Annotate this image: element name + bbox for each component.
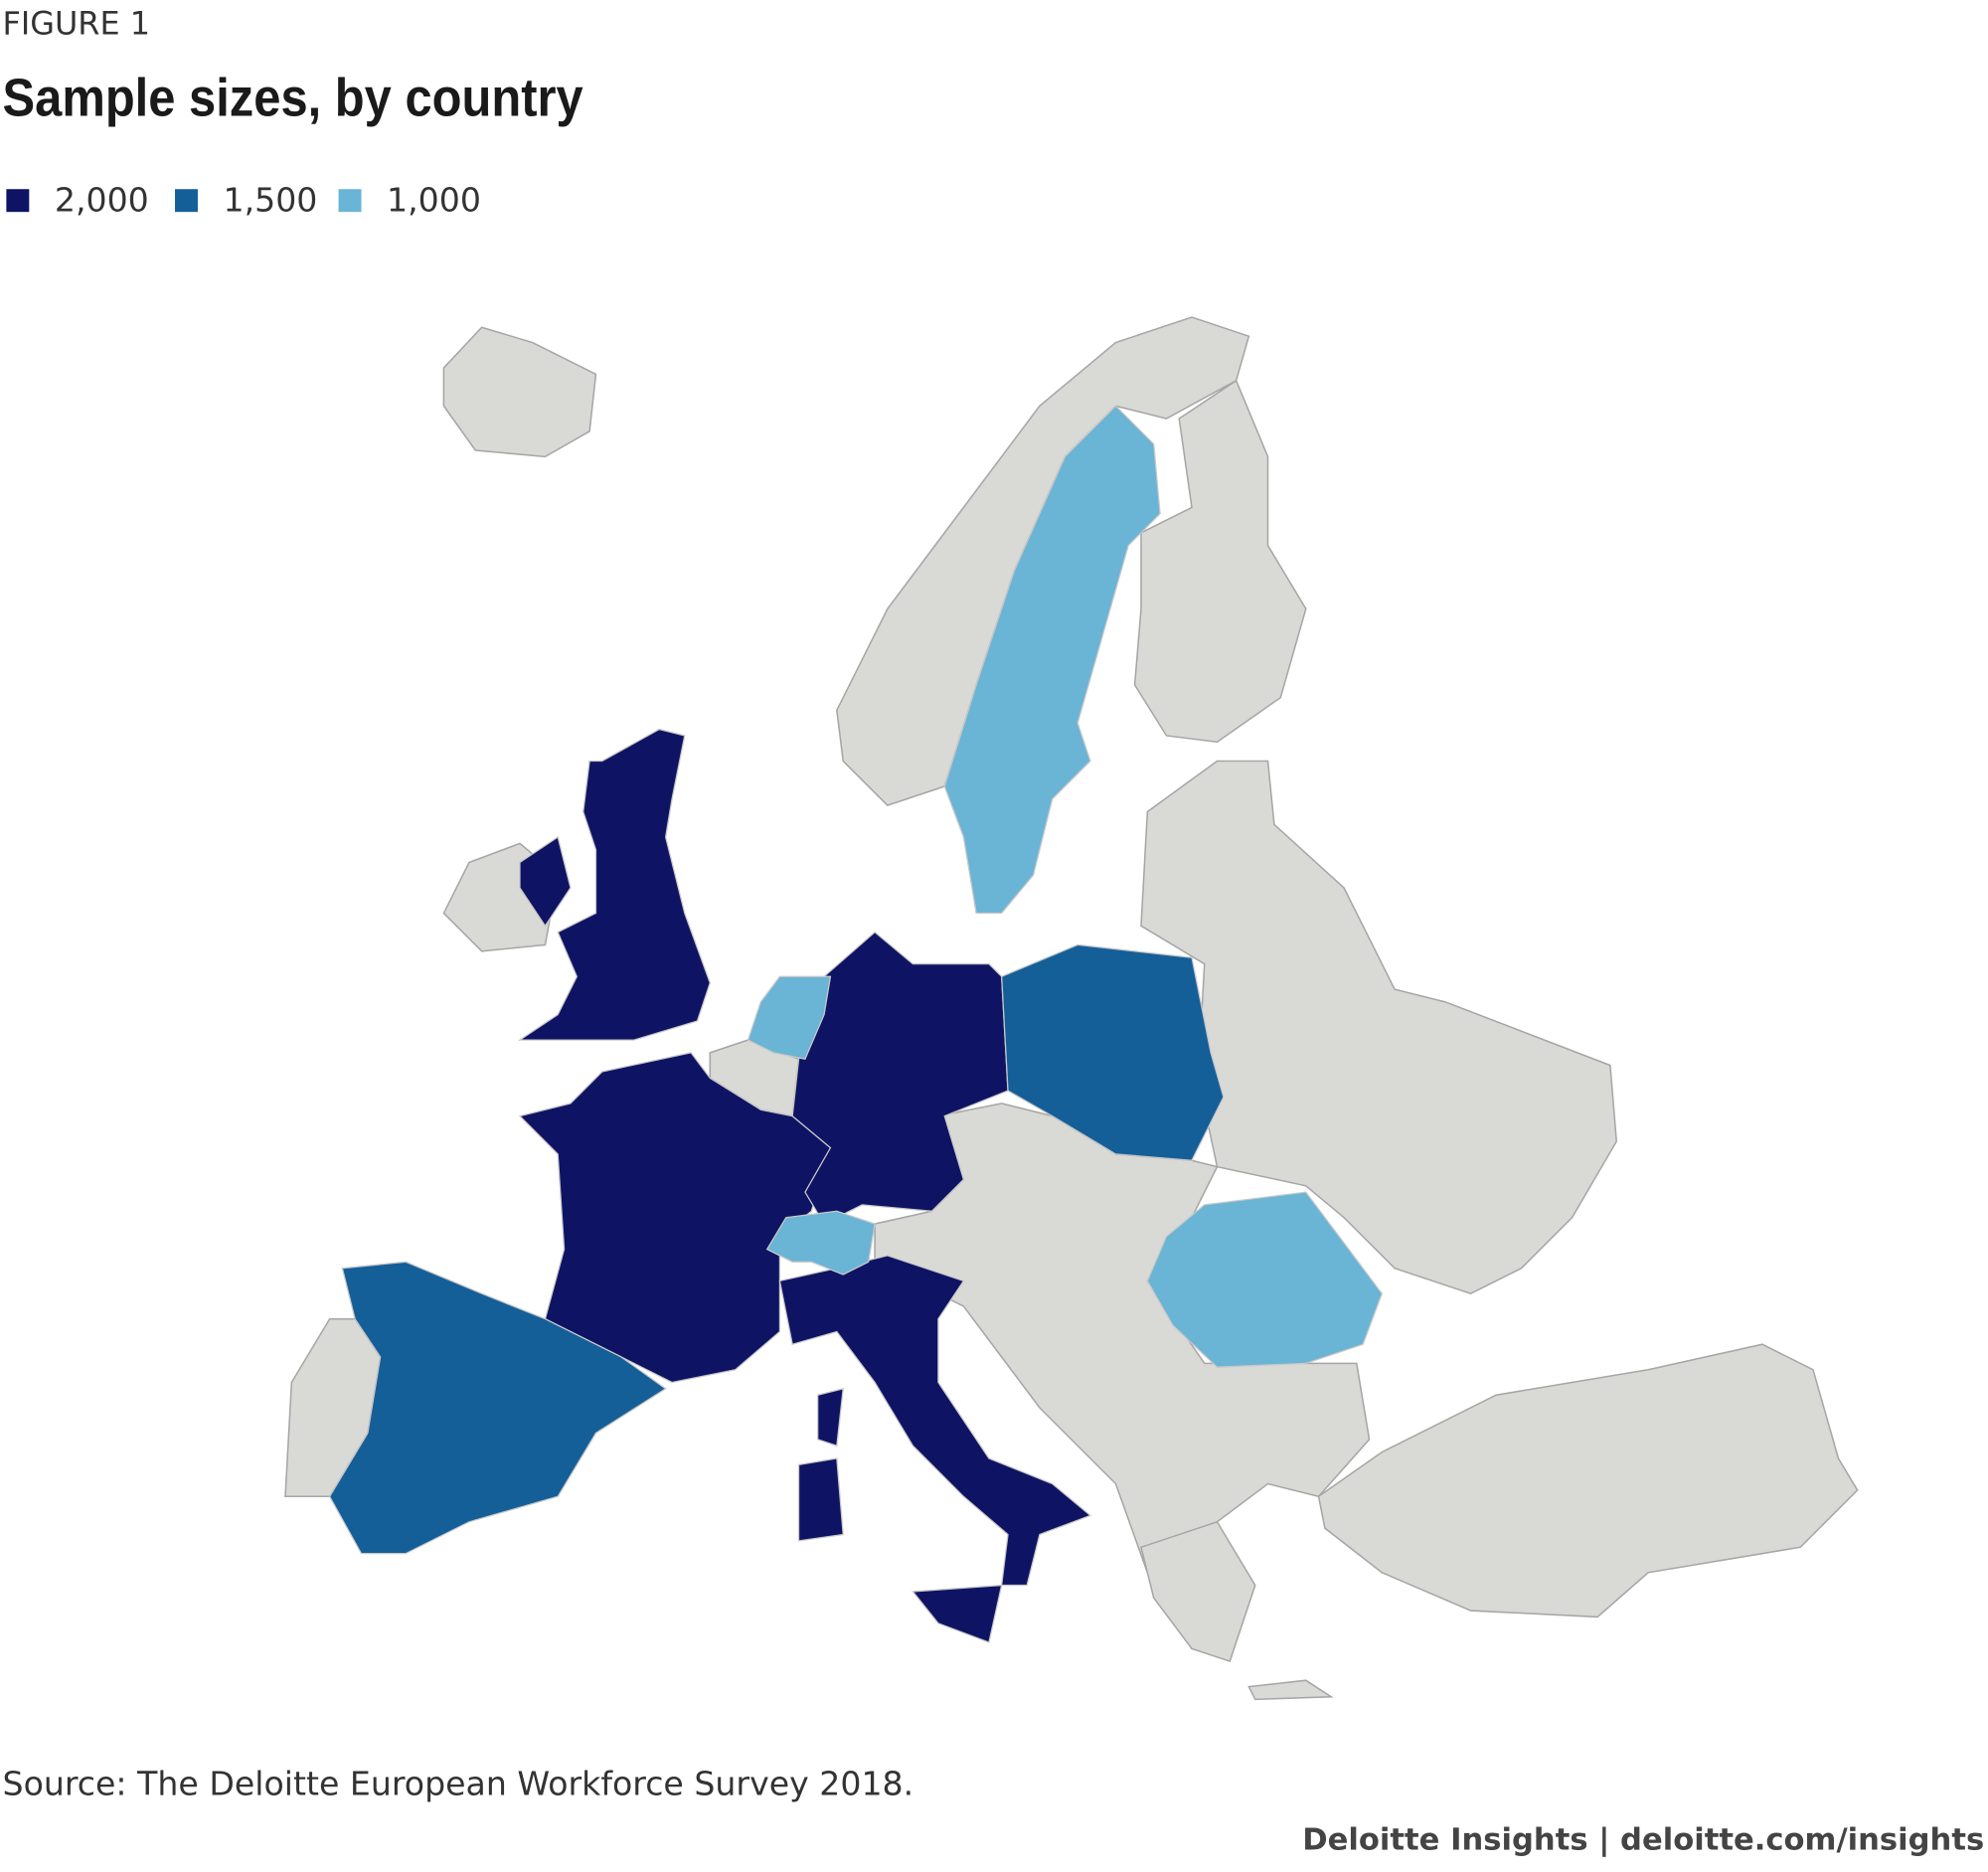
- country: [765, 1210, 876, 1276]
- basemap: [284, 316, 1859, 1701]
- land: [1317, 1343, 1859, 1618]
- country: [328, 1261, 667, 1555]
- country: [791, 931, 1009, 1225]
- land: [1133, 379, 1307, 744]
- legend-label: 1,500: [223, 180, 317, 219]
- country: [1146, 1191, 1384, 1368]
- land: [1247, 1679, 1334, 1701]
- land: [836, 316, 1250, 806]
- land: [1140, 1520, 1256, 1663]
- legend-swatch: [6, 189, 30, 213]
- footer: Deloitte Insights | deloitte.com/insight…: [1302, 1823, 1984, 1858]
- legend-swatch: [175, 189, 198, 213]
- source: Source: The Deloitte European Workforce …: [3, 1765, 914, 1803]
- land: [442, 326, 597, 458]
- country: [746, 975, 832, 1060]
- country: [778, 1255, 1092, 1643]
- legend: 2,000 1,500 1,000: [6, 180, 481, 219]
- regions: [328, 405, 1384, 1643]
- legend-swatch: [338, 189, 362, 213]
- country: [1000, 943, 1225, 1161]
- figure-label: FIGURE 1: [3, 5, 150, 43]
- title: Sample sizes, by country: [3, 69, 583, 127]
- country: [517, 728, 711, 1041]
- legend-label: 1,000: [387, 180, 481, 219]
- country: [943, 405, 1161, 915]
- legend-label: 2,000: [55, 180, 149, 219]
